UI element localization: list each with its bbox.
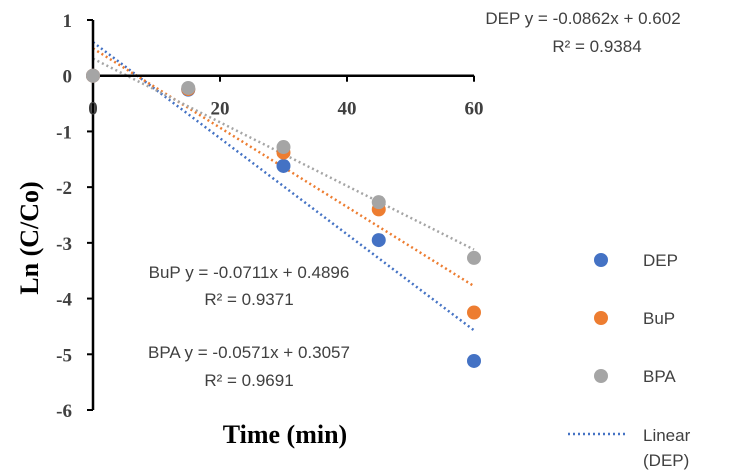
x-tick-label: 60 [465,99,484,120]
data-points [86,68,481,368]
legend-label-linear-line1: Linear [643,426,691,445]
y-tick-label: -2 [56,178,72,199]
legend-label-bup: BuP [643,309,675,328]
trendline-dep [92,41,475,332]
x-tick-label: 0 [88,99,98,120]
point-dep [467,353,481,368]
x-ticks: 0 20 40 60 [88,75,484,120]
point-dep [276,158,291,173]
point-bpa [467,250,481,265]
trendline-equations: DEP y = -0.0862x + 0.602 R² = 0.9384 BuP… [148,9,681,390]
point-bpa [371,195,386,210]
y-tick-label: -5 [56,345,72,366]
dep-r2: R² = 0.9384 [552,37,641,56]
x-tick-label: 20 [211,99,230,120]
y-axis-title: Ln (C/Co) [15,181,44,294]
bup-equation: BuP y = -0.0711x + 0.4896 [149,263,350,282]
legend-label-dep: DEP [643,251,678,270]
point-bpa [276,140,291,155]
x-axis-title: Time (min) [223,420,347,449]
y-tick-label: -3 [56,234,72,255]
bup-r2: R² = 0.9371 [204,290,293,309]
axes [91,20,474,410]
point-dep [371,233,386,248]
point-bup [467,305,481,320]
y-tick-label: -4 [56,290,72,311]
y-tick-label: -1 [56,122,72,143]
y-ticks: 1 0 -1 -2 -3 -4 -5 -6 [56,11,93,422]
legend-label-linear-line2: (DEP) [643,451,689,470]
x-tick-label: 40 [338,99,357,120]
y-tick-label: -6 [56,401,72,422]
legend-marker-dep [594,253,608,267]
point-bpa [86,68,100,83]
legend-marker-bup [594,311,608,325]
legend-marker-bpa [594,369,608,383]
legend-label-bpa: BPA [643,367,676,386]
y-tick-label: 1 [63,11,73,32]
legend: DEP BuP BPA Linear (DEP) [568,251,691,470]
y-tick-label: 0 [63,67,73,88]
trendlines [92,41,475,332]
trendline-bpa [92,57,475,251]
bpa-equation: BPA y = -0.0571x + 0.3057 [148,343,350,362]
dep-equation: DEP y = -0.0862x + 0.602 [485,9,680,28]
bpa-r2: R² = 0.9691 [204,371,293,390]
point-bpa [181,80,196,95]
